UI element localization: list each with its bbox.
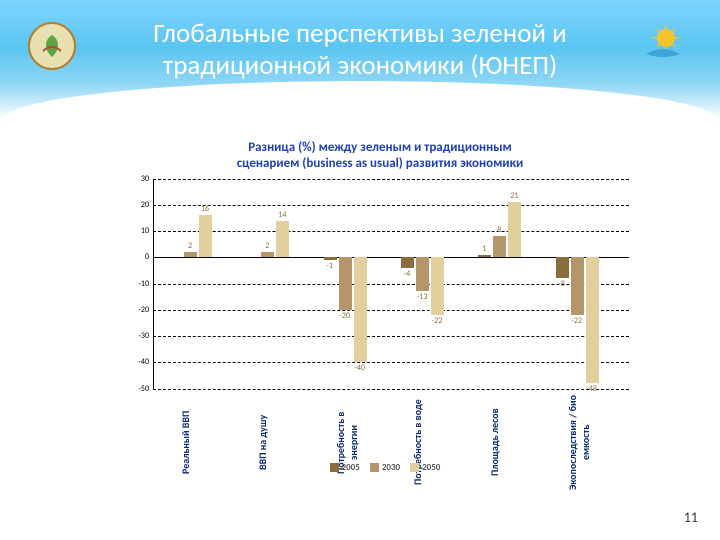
y-tick-label: 20 — [131, 200, 149, 210]
legend-label: 2030 — [382, 462, 400, 473]
bar-value-label: 1 — [474, 244, 494, 254]
category-label: Экопоследствия / био емкость — [566, 395, 580, 490]
bar — [339, 257, 352, 310]
page-number: 11 — [684, 509, 698, 526]
header-band: Глобальные перспективы зеленой и традици… — [0, 0, 720, 120]
grid-line — [153, 310, 629, 311]
chart-plot-area: 3020100-10-20-30-40-50216Реальный ВВП214… — [131, 179, 629, 389]
bar — [508, 202, 521, 257]
chart-title-line2: сценарием (business as usual) развития э… — [237, 156, 524, 171]
y-tick-label: -10 — [131, 279, 149, 289]
grid-line — [153, 205, 629, 206]
bar — [416, 257, 429, 291]
bar — [571, 257, 584, 315]
bar-value-label: 2 — [180, 241, 200, 251]
slide-title: Глобальные перспективы зеленой и традици… — [70, 18, 650, 83]
legend-label: 2005 — [342, 462, 360, 473]
grid-line — [153, 362, 629, 363]
bar-value-label: -4 — [397, 269, 417, 279]
bar-value-label: -40 — [350, 363, 370, 373]
bar — [556, 257, 569, 278]
bar — [493, 236, 506, 257]
grid-line — [153, 179, 629, 180]
category-label: Площадь лесов — [488, 395, 502, 490]
y-tick-label: 10 — [131, 226, 149, 236]
y-tick-label: -30 — [131, 331, 149, 341]
grid-line — [153, 231, 629, 232]
chart-title: Разница (%) между зеленым и традиционным… — [120, 140, 640, 173]
grid-line — [153, 389, 629, 390]
bar — [261, 252, 274, 257]
bar-value-label: -8 — [552, 279, 572, 289]
category-label: ВВП на душу — [256, 395, 270, 490]
bar-value-label: -13 — [412, 292, 432, 302]
bar-value-label: -22 — [427, 316, 447, 326]
bar — [401, 257, 414, 268]
legend-swatch — [370, 463, 379, 472]
y-tick-label: -40 — [131, 357, 149, 367]
chart-title-line1: Разница (%) между зеленым и традиционным — [248, 140, 512, 155]
bar — [431, 257, 444, 315]
bar — [324, 257, 337, 260]
bar-value-label: 16 — [195, 204, 215, 214]
bar — [586, 257, 599, 383]
category-label: Реальный ВВП — [179, 395, 193, 490]
bar — [199, 215, 212, 257]
legend-swatch — [330, 463, 339, 472]
bar — [478, 255, 491, 258]
bar-value-label: -1 — [320, 261, 340, 271]
legend-label: 2050 — [422, 462, 440, 473]
bar — [276, 221, 289, 258]
header-curve — [0, 81, 720, 121]
y-tick-label: -20 — [131, 305, 149, 315]
chart-container: Разница (%) между зеленым и традиционным… — [120, 140, 640, 490]
grid-line — [153, 336, 629, 337]
legend-swatch — [410, 463, 419, 472]
bar — [184, 252, 197, 257]
bar-value-label: 8 — [489, 225, 509, 235]
bar-value-label: -48 — [582, 384, 602, 394]
bar — [354, 257, 367, 362]
bar-value-label: 2 — [257, 241, 277, 251]
category-label: Потребность в энергии — [334, 395, 348, 490]
bar-value-label: -22 — [567, 316, 587, 326]
bar-value-label: -20 — [335, 311, 355, 321]
y-tick-label: -50 — [131, 384, 149, 394]
y-tick-label: 0 — [131, 252, 149, 262]
category-label: Потребность в воде — [411, 395, 425, 490]
bar-value-label: 21 — [504, 191, 524, 201]
chart-legend: 2005 2030 2050 — [120, 462, 640, 473]
bar-value-label: 14 — [272, 210, 292, 220]
y-tick-label: 30 — [131, 174, 149, 184]
eco-logo-icon — [28, 22, 76, 70]
